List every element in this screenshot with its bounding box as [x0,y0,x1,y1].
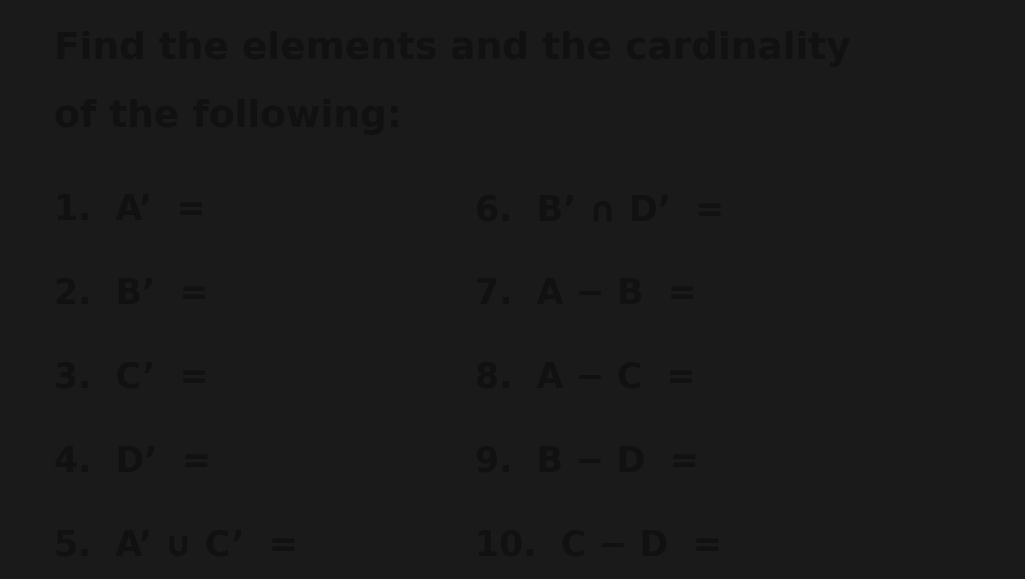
Text: of the following:: of the following: [54,100,402,135]
Text: 5.  A’ ∪ C’  =: 5. A’ ∪ C’ = [54,529,298,563]
Text: 2.  B’  =: 2. B’ = [54,277,209,311]
Text: Find the elements and the cardinality: Find the elements and the cardinality [54,31,851,67]
Text: 6.  B’ ∩ D’  =: 6. B’ ∩ D’ = [476,193,725,227]
Text: 9.  B − D  =: 9. B − D = [476,445,699,479]
Text: 3.  C’  =: 3. C’ = [54,361,209,395]
Text: 8.  A − C  =: 8. A − C = [476,361,696,395]
Text: 10.  C − D  =: 10. C − D = [476,529,723,563]
Text: 7.  A − B  =: 7. A − B = [476,277,697,311]
Text: 4.  D’  =: 4. D’ = [54,445,211,479]
Text: 1.  A’  =: 1. A’ = [54,193,206,227]
